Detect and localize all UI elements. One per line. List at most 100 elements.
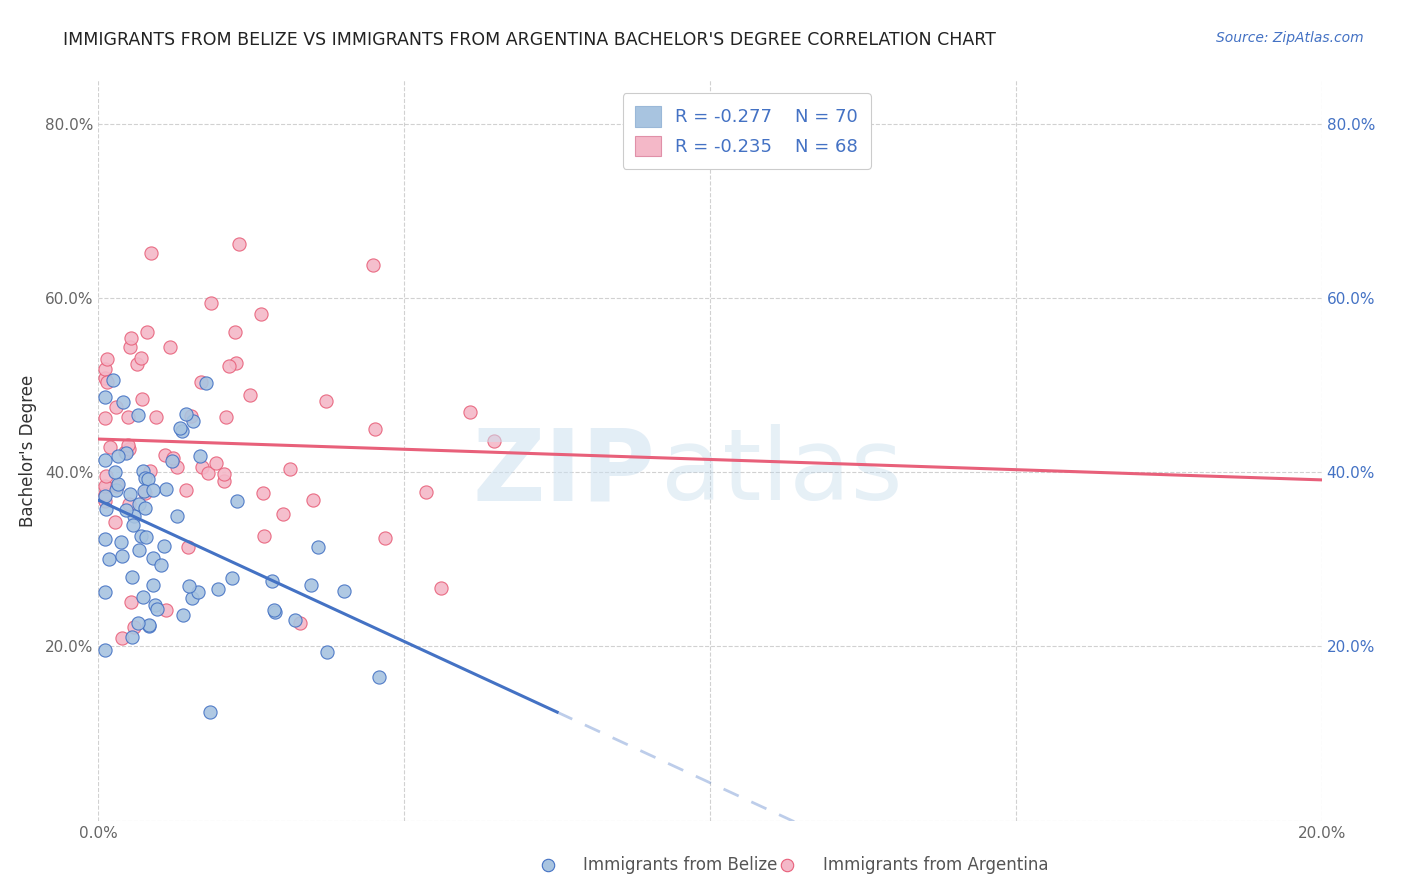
Point	[127, 616, 149, 631]
Point	[181, 414, 204, 428]
Point	[174, 407, 197, 421]
Point	[104, 466, 127, 480]
Point	[111, 631, 134, 645]
Point	[252, 485, 274, 500]
Point	[484, 434, 506, 449]
Point	[104, 400, 127, 414]
Point	[127, 408, 149, 422]
Point	[278, 462, 301, 476]
Point	[97, 551, 120, 566]
Y-axis label: Bachelor's Degree: Bachelor's Degree	[18, 375, 37, 526]
Point	[172, 608, 194, 623]
Point	[166, 460, 188, 475]
Point	[308, 540, 330, 554]
Point	[136, 472, 159, 486]
Point	[200, 295, 222, 310]
Point	[136, 325, 159, 339]
Point	[105, 483, 128, 497]
Point	[94, 480, 117, 494]
Point	[188, 449, 211, 463]
Point	[315, 394, 337, 409]
Point	[115, 446, 138, 460]
Point	[96, 376, 118, 390]
Point	[121, 518, 143, 533]
Text: atlas: atlas	[661, 425, 903, 521]
Point	[288, 615, 311, 630]
Point	[301, 492, 323, 507]
Point	[142, 483, 165, 497]
Point	[139, 246, 162, 260]
Text: IMMIGRANTS FROM BELIZE VS IMMIGRANTS FROM ARGENTINA BACHELOR'S DEGREE CORRELATIO: IMMIGRANTS FROM BELIZE VS IMMIGRANTS FRO…	[63, 31, 995, 49]
Point	[120, 595, 142, 609]
Point	[122, 509, 145, 524]
Point	[190, 375, 212, 389]
Point	[180, 591, 202, 606]
Point	[128, 497, 150, 511]
Point	[315, 644, 337, 658]
Point	[93, 362, 115, 376]
Point	[138, 619, 160, 633]
Point	[114, 445, 136, 459]
Text: Immigrants from Argentina: Immigrants from Argentina	[823, 856, 1047, 874]
Point	[118, 442, 141, 457]
Point	[166, 508, 188, 523]
Point	[253, 529, 276, 543]
Point	[93, 453, 115, 467]
Point	[198, 705, 221, 719]
Point	[263, 605, 285, 619]
Point	[146, 601, 169, 615]
Point	[93, 411, 115, 425]
Point	[107, 477, 129, 491]
Point	[197, 467, 219, 481]
Point	[112, 394, 135, 409]
Point	[225, 493, 247, 508]
Point	[118, 497, 141, 511]
Point	[225, 356, 247, 370]
Point	[145, 409, 167, 424]
Point	[94, 501, 117, 516]
Point	[180, 409, 202, 424]
Point	[212, 467, 235, 482]
Point	[93, 479, 115, 493]
Point	[93, 532, 115, 546]
Point	[107, 449, 129, 463]
Point	[207, 582, 229, 596]
Point	[191, 460, 214, 475]
Text: Immigrants from Belize: Immigrants from Belize	[583, 856, 778, 874]
Point	[93, 489, 115, 503]
Point	[134, 485, 156, 500]
Point	[131, 392, 153, 407]
Point	[129, 529, 152, 543]
Point	[169, 420, 191, 434]
Point	[105, 479, 128, 493]
Point	[127, 358, 149, 372]
Point	[142, 550, 165, 565]
Point	[120, 330, 142, 344]
Point	[121, 569, 143, 583]
Point	[367, 670, 389, 684]
Point	[263, 603, 285, 617]
Point	[96, 468, 118, 483]
Point	[110, 535, 132, 549]
Point	[142, 578, 165, 592]
Point	[128, 542, 150, 557]
Point	[143, 598, 166, 612]
Point	[284, 613, 307, 627]
Point	[271, 508, 294, 522]
Point	[129, 351, 152, 365]
Point	[194, 376, 217, 391]
Point	[162, 450, 184, 465]
Point	[117, 410, 139, 425]
Point	[122, 620, 145, 634]
Point	[132, 484, 155, 499]
Point	[155, 603, 177, 617]
Point	[333, 584, 356, 599]
Point	[138, 618, 160, 632]
Point	[170, 424, 193, 438]
Point	[228, 237, 250, 252]
Point	[205, 456, 228, 470]
Point	[114, 503, 136, 517]
Point	[212, 474, 235, 488]
Point	[149, 558, 172, 572]
Point	[299, 578, 322, 592]
